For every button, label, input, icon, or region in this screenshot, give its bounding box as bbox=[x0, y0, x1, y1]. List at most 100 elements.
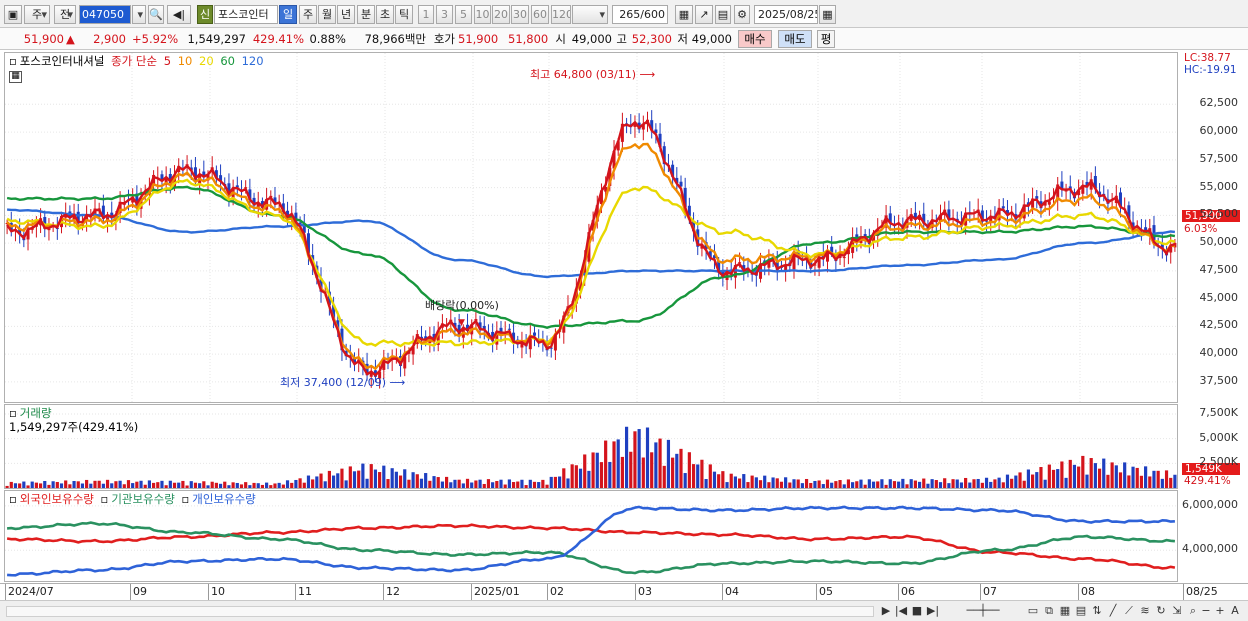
grid-icon[interactable]: ▦ bbox=[1059, 604, 1071, 617]
volume-bar bbox=[871, 481, 876, 488]
volume-bar bbox=[331, 475, 336, 488]
candle-body bbox=[842, 257, 846, 259]
period-button-4[interactable]: 분 bbox=[357, 5, 375, 24]
drawing-tools-icon[interactable]: ↗ bbox=[695, 5, 713, 24]
volume-bar bbox=[486, 479, 491, 488]
refresh-icon[interactable]: ↻ bbox=[1156, 604, 1166, 617]
pane-menu-icon[interactable]: ▫ bbox=[9, 406, 17, 420]
price-chart-pane[interactable]: ▫ 포스코인터내셔널 종가 단순 5 10 20 60 120 ▦ 최고 64,8… bbox=[4, 52, 1178, 403]
bid-price: 51,800 bbox=[508, 32, 549, 46]
volume-bar bbox=[608, 461, 612, 488]
stock-code-input[interactable]: 047050 bbox=[79, 5, 131, 24]
volume-bar bbox=[407, 479, 411, 488]
font-size-icon[interactable]: A bbox=[1231, 604, 1239, 617]
ma120-label[interactable]: 120 bbox=[241, 54, 264, 68]
stock-code-dropdown[interactable] bbox=[132, 5, 146, 24]
interval-button-20[interactable]: 20 bbox=[492, 5, 510, 24]
interval-custom-select[interactable] bbox=[572, 5, 608, 24]
trend-tool-icon[interactable]: ⟋ bbox=[1125, 604, 1133, 617]
volume-bar bbox=[22, 481, 26, 488]
interval-button-120[interactable]: 120 bbox=[551, 5, 571, 24]
fibo-tool-icon[interactable]: ≋ bbox=[1140, 604, 1150, 617]
save-icon[interactable]: ▤ bbox=[715, 5, 731, 24]
pane-menu-icon[interactable]: ▫ bbox=[9, 54, 17, 68]
data-table-icon[interactable]: ▦ bbox=[9, 71, 22, 83]
volume-bar bbox=[1102, 458, 1106, 488]
pane-menu-icon[interactable]: ▫ bbox=[181, 492, 190, 506]
market-type-select[interactable]: 주 bbox=[24, 5, 50, 24]
buy-button[interactable]: 매수 bbox=[738, 30, 772, 48]
candle-body bbox=[491, 331, 495, 342]
layout-icon[interactable]: ▭ bbox=[1027, 604, 1039, 617]
chart-scrollbar[interactable] bbox=[6, 606, 874, 617]
volume-bar bbox=[5, 485, 9, 488]
ma20-label[interactable]: 20 bbox=[199, 54, 214, 68]
legend-individual[interactable]: 개인보유수량 bbox=[192, 492, 256, 506]
last-page-icon[interactable]: ▶| bbox=[926, 604, 940, 617]
interval-button-3[interactable]: 3 bbox=[436, 5, 453, 24]
candle-body bbox=[549, 347, 553, 349]
period-button-6[interactable]: 틱 bbox=[395, 5, 413, 24]
pane-menu-icon[interactable]: ▫ bbox=[9, 492, 17, 506]
search-icon[interactable]: 🔍 bbox=[148, 5, 164, 24]
candle-body bbox=[947, 209, 951, 220]
period-button-3[interactable]: 년 bbox=[337, 5, 355, 24]
period-button-5[interactable]: 초 bbox=[376, 5, 394, 24]
settings-gear-icon[interactable]: ⚙ bbox=[734, 5, 750, 24]
split-icon[interactable]: ⧉ bbox=[1045, 604, 1053, 617]
zoom-in-icon[interactable]: + bbox=[1215, 604, 1225, 617]
interval-button-10[interactable]: 10 bbox=[474, 5, 491, 24]
volume-bar bbox=[675, 453, 679, 488]
volume-bar bbox=[712, 471, 717, 488]
stop-icon[interactable]: ■ bbox=[911, 604, 923, 617]
volume-pane[interactable]: ▫ 거래량 1,549,297주(429.41%) bbox=[4, 404, 1178, 489]
evaluation-button[interactable]: 평 bbox=[817, 30, 835, 48]
candle-body bbox=[687, 205, 691, 220]
stock-name-field[interactable]: 포스코인터 bbox=[214, 5, 278, 24]
bar-count-field[interactable]: 265/600 bbox=[612, 5, 668, 24]
calendar-icon[interactable]: ▦ bbox=[819, 5, 836, 24]
compare-icon[interactable]: ⇅ bbox=[1092, 604, 1102, 617]
window-menu-icon[interactable]: ▣ bbox=[4, 5, 22, 24]
interval-button-30[interactable]: 30 bbox=[511, 5, 529, 24]
zoom-icon[interactable]: ⌕ bbox=[1189, 604, 1197, 617]
x-axis-label: 02 bbox=[547, 584, 564, 600]
pane-menu-icon[interactable]: ▫ bbox=[100, 492, 109, 506]
period-button-1[interactable]: 주 bbox=[299, 5, 317, 24]
volume-bar bbox=[97, 480, 101, 488]
volume-bar bbox=[1110, 462, 1114, 488]
low-annotation: 최저 37,400 (12/09) ⟶ bbox=[280, 374, 405, 390]
volume-bar bbox=[930, 479, 934, 488]
list-icon[interactable]: ▤ bbox=[1075, 604, 1087, 617]
candle-body bbox=[1068, 186, 1072, 190]
volume-bar bbox=[1148, 476, 1152, 488]
prev-stock-button[interactable]: 전 bbox=[54, 5, 76, 24]
volume-bar bbox=[507, 479, 511, 488]
volume-bar bbox=[691, 464, 696, 488]
period-button-0[interactable]: 일 bbox=[279, 5, 297, 24]
legend-institution[interactable]: 기관보유수량 bbox=[111, 492, 175, 506]
interval-button-1[interactable]: 1 bbox=[418, 5, 434, 24]
scroll-right-icon[interactable]: ▶ bbox=[881, 604, 891, 617]
lc-value: LC:38.77 bbox=[1184, 52, 1231, 64]
legend-foreign[interactable]: 외국인보유수량 bbox=[19, 492, 94, 506]
interval-button-5[interactable]: 5 bbox=[455, 5, 472, 24]
zoom-out-icon[interactable]: − bbox=[1201, 604, 1211, 617]
date-x-axis: 2024/07 09 10 11 12 2025/01 02 03 04 05 06 07 08 08/2… bbox=[0, 583, 1248, 600]
sell-button[interactable]: 매도 bbox=[778, 30, 812, 48]
ma5-label[interactable]: 5 bbox=[163, 54, 172, 68]
indicator-icon[interactable]: ▦ bbox=[675, 5, 693, 24]
ma60-label[interactable]: 60 bbox=[220, 54, 235, 68]
holdings-pane[interactable]: ▫ 외국인보유수량 ▫ 기관보유수량 ▫ 개인보유수량 bbox=[4, 490, 1178, 582]
period-button-2[interactable]: 월 bbox=[318, 5, 336, 24]
sound-icon[interactable]: ◀| bbox=[167, 5, 191, 24]
first-page-icon[interactable]: |◀ bbox=[894, 604, 908, 617]
date-field[interactable]: 2025/08/25 bbox=[754, 5, 818, 24]
interval-button-60[interactable]: 60 bbox=[531, 5, 549, 24]
candle-body bbox=[26, 229, 30, 240]
pin-icon[interactable]: ⇲ bbox=[1172, 604, 1182, 617]
line-tool-icon[interactable]: ╱ bbox=[1109, 604, 1117, 617]
zoom-slider[interactable]: ──┼── bbox=[966, 604, 1000, 617]
candle-body bbox=[599, 190, 603, 205]
ma10-label[interactable]: 10 bbox=[177, 54, 193, 68]
